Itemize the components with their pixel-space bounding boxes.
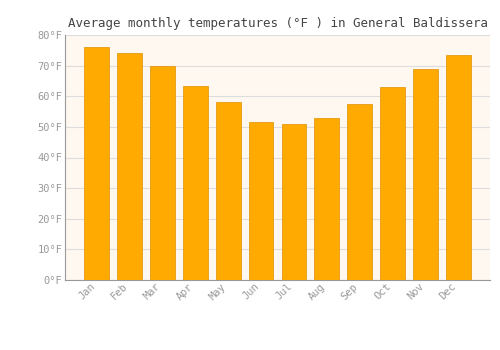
Bar (183, 85, 208, 280)
Bar (117, 53, 142, 280)
Bar (380, 87, 405, 280)
Bar (348, 104, 372, 280)
Bar (150, 66, 174, 280)
Bar (446, 55, 470, 280)
Bar (413, 69, 438, 280)
Bar (84, 47, 109, 280)
Bar (216, 102, 240, 280)
Bar (248, 122, 274, 280)
Bar (314, 118, 339, 280)
Title: Average monthly temperatures (°F ) in General Baldissera: Average monthly temperatures (°F ) in Ge… (68, 17, 488, 30)
Bar (282, 124, 306, 280)
